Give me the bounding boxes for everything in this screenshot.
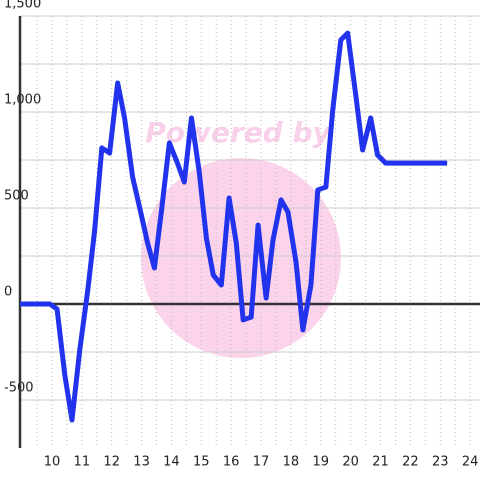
x-tick-label: 21 — [372, 455, 389, 470]
x-tick-label: 23 — [432, 455, 449, 470]
y-tick-label: 500 — [4, 189, 29, 204]
watermark: Powered by — [145, 116, 332, 149]
x-tick-label: 15 — [193, 455, 210, 470]
x-tick-label: 12 — [103, 455, 120, 470]
x-tick-label: 22 — [402, 455, 419, 470]
y-tick-label: 0 — [4, 285, 12, 300]
line-series — [20, 30, 448, 423]
x-tick-label: 17 — [253, 455, 270, 470]
y-tick-label: 1,500 — [4, 0, 41, 12]
x-tick-label: 13 — [133, 455, 150, 470]
y-tick-label: 1,000 — [4, 93, 41, 108]
x-tick-label: 18 — [283, 455, 300, 470]
x-tick-label: 16 — [223, 455, 240, 470]
x-tick-label: 10 — [44, 455, 61, 470]
x-tick-label: 11 — [74, 455, 91, 470]
x-tick-label: 20 — [342, 455, 359, 470]
x-tick-label: 19 — [313, 455, 330, 470]
x-tick-label: 14 — [163, 455, 180, 470]
x-tick-label: 24 — [462, 455, 479, 470]
